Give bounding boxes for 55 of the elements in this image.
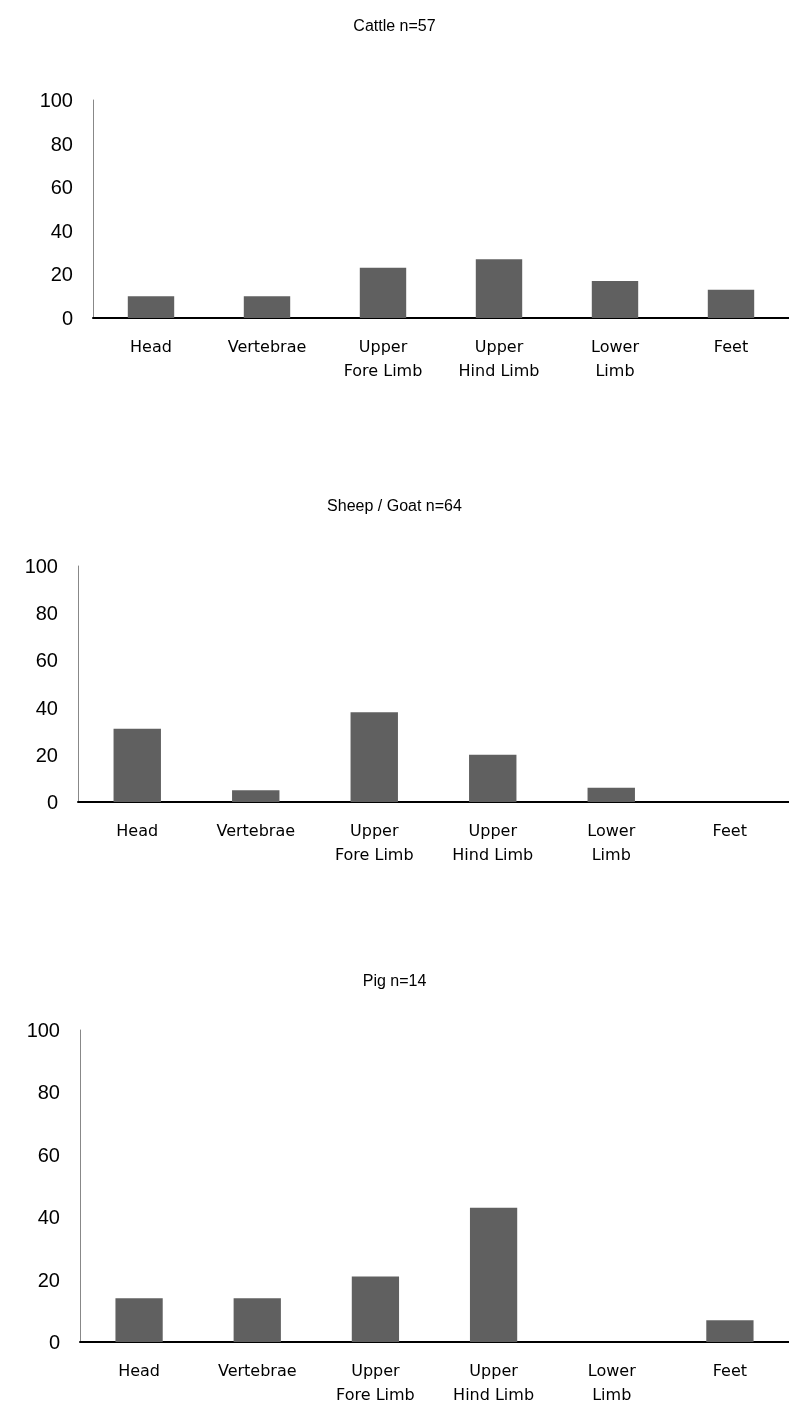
bar [469,754,517,802]
y-tick-label: 0 [46,791,58,813]
x-tick-label: Upper Fore Limb [334,820,414,864]
x-tick-label: Upper Fore Limb [343,336,423,380]
y-tick-label: 100 [39,89,73,111]
bar [233,1298,281,1342]
x-tick-label: Lower Limb [587,1360,637,1404]
x-tick-label: Upper Hind Limb [453,1360,535,1404]
x-tick-label: Upper Fore Limb [336,1360,415,1404]
bar [707,289,755,318]
y-tick-label: 40 [35,696,58,719]
bar [359,267,407,318]
y-tick-label: 100 [26,1019,60,1041]
x-tick-label: Lower Limb [587,820,636,864]
y-tick-label: 80 [50,132,73,155]
x-tick-label: Upper Hind Limb [452,820,534,864]
bar [469,1207,518,1342]
bar [591,280,639,318]
x-tick-label: Vertebrae [217,1360,297,1380]
bar [350,712,398,802]
y-tick-label: 80 [37,1081,60,1104]
x-tick-label: Head [130,336,172,356]
bar [351,1276,400,1342]
chart-title: Sheep / Goat n=64 [327,496,462,514]
x-tick-label: Head [118,1360,161,1380]
y-tick-label: 60 [50,176,73,199]
chart-title: Cattle n=57 [353,16,436,34]
bar [127,296,175,318]
x-tick-label: Head [116,820,159,840]
y-tick-label: 20 [35,743,58,766]
x-tick-label: Vertebrae [227,336,307,356]
bar [706,1320,754,1342]
y-tick-label: 60 [37,1143,60,1166]
bar [587,787,635,802]
bar [243,296,291,318]
y-tick-label: 80 [35,602,58,625]
y-tick-label: 100 [24,555,58,577]
chart-title: Pig n=14 [362,971,427,989]
x-tick-label: Feet [713,336,749,356]
y-tick-label: 60 [35,649,58,672]
bar [475,259,523,318]
y-tick-label: 40 [50,219,73,242]
bar [113,728,161,802]
x-tick-label: Vertebrae [216,820,296,840]
x-tick-label: Upper Hind Limb [458,336,540,380]
x-tick-label: Feet [712,820,747,840]
bar [115,1298,163,1342]
y-tick-label: 0 [61,307,73,329]
y-tick-label: 0 [48,1331,60,1353]
y-tick-label: 20 [50,263,73,286]
y-tick-label: 40 [37,1206,60,1229]
y-tick-label: 20 [37,1268,60,1291]
bar [232,790,280,802]
x-tick-label: Lower Limb [591,336,640,380]
x-tick-label: Feet [712,1360,748,1380]
